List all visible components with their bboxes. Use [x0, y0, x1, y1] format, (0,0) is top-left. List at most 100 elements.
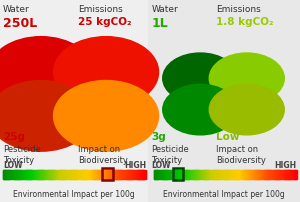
Bar	[82, 170, 83, 179]
Bar	[16, 170, 17, 179]
Bar	[33, 170, 34, 179]
Bar	[192, 170, 193, 179]
Bar	[119, 170, 120, 179]
Bar	[227, 170, 228, 179]
Bar	[117, 170, 118, 179]
Bar	[55, 170, 56, 179]
Bar	[246, 170, 247, 179]
Bar	[71, 170, 72, 179]
Bar	[283, 170, 284, 179]
Bar	[235, 170, 236, 179]
Text: Emissions: Emissions	[78, 5, 123, 14]
Bar	[241, 170, 242, 179]
Bar	[254, 170, 255, 179]
Bar	[232, 170, 233, 179]
Bar	[232, 170, 233, 179]
Bar	[259, 170, 260, 179]
Bar	[104, 170, 105, 179]
Bar	[127, 170, 128, 179]
Text: Water: Water	[152, 5, 178, 14]
Bar	[13, 170, 14, 179]
Bar	[92, 170, 93, 179]
Bar	[23, 170, 24, 179]
Bar	[182, 170, 183, 179]
Bar	[245, 170, 246, 179]
Bar	[258, 170, 259, 179]
Bar	[125, 170, 126, 179]
Bar	[27, 170, 28, 179]
Bar	[79, 170, 80, 179]
Circle shape	[53, 80, 159, 151]
Bar	[99, 170, 100, 179]
Bar	[106, 170, 107, 179]
Bar	[216, 170, 217, 179]
Bar	[155, 170, 156, 179]
Bar	[144, 170, 145, 179]
Bar	[176, 170, 177, 179]
Bar	[221, 170, 222, 179]
Bar	[31, 170, 32, 179]
Bar	[194, 170, 195, 179]
Bar	[199, 170, 200, 179]
Bar	[106, 170, 107, 179]
Bar	[195, 170, 196, 179]
Bar	[252, 170, 253, 179]
Bar	[249, 170, 250, 179]
Bar	[254, 170, 255, 179]
Bar	[154, 170, 155, 179]
Bar	[124, 170, 125, 179]
Bar	[190, 170, 191, 179]
Text: 25g: 25g	[3, 132, 25, 142]
Bar	[247, 170, 248, 179]
Bar	[273, 170, 274, 179]
Bar	[171, 170, 172, 179]
Bar	[278, 170, 279, 179]
Bar	[240, 170, 241, 179]
Text: 3g: 3g	[152, 132, 166, 142]
Bar	[117, 170, 118, 179]
Bar	[59, 170, 60, 179]
Bar	[251, 170, 252, 179]
Bar	[228, 170, 229, 179]
Bar	[104, 170, 105, 179]
Bar	[274, 170, 275, 179]
Bar	[34, 170, 35, 179]
Bar	[47, 170, 48, 179]
Bar	[78, 170, 79, 179]
Bar	[200, 170, 201, 179]
Bar	[86, 170, 87, 179]
Bar	[30, 170, 31, 179]
Bar	[223, 170, 224, 179]
Text: 250L: 250L	[3, 17, 37, 30]
Bar	[141, 170, 142, 179]
Bar	[178, 170, 179, 179]
Bar	[267, 170, 268, 179]
Bar	[244, 170, 245, 179]
Bar	[47, 170, 48, 179]
Bar	[126, 170, 127, 179]
Bar	[257, 170, 258, 179]
Bar	[46, 170, 47, 179]
Bar	[52, 170, 53, 179]
Bar	[74, 170, 75, 179]
Bar	[166, 170, 167, 179]
Bar	[219, 170, 220, 179]
Bar	[206, 170, 207, 179]
Bar	[43, 170, 44, 179]
Bar	[41, 170, 42, 179]
Text: Environmental Impact per 100g: Environmental Impact per 100g	[163, 190, 284, 199]
Bar	[36, 170, 37, 179]
Bar	[121, 170, 122, 179]
Bar	[287, 170, 288, 179]
Bar	[5, 170, 6, 179]
Bar	[0, 0, 150, 202]
Bar	[157, 170, 158, 179]
Bar	[14, 170, 15, 179]
Bar	[217, 170, 218, 179]
Bar	[32, 170, 33, 179]
Bar	[284, 170, 285, 179]
Bar	[83, 170, 84, 179]
Bar	[226, 170, 227, 179]
Bar	[155, 170, 156, 179]
Bar	[277, 170, 278, 179]
